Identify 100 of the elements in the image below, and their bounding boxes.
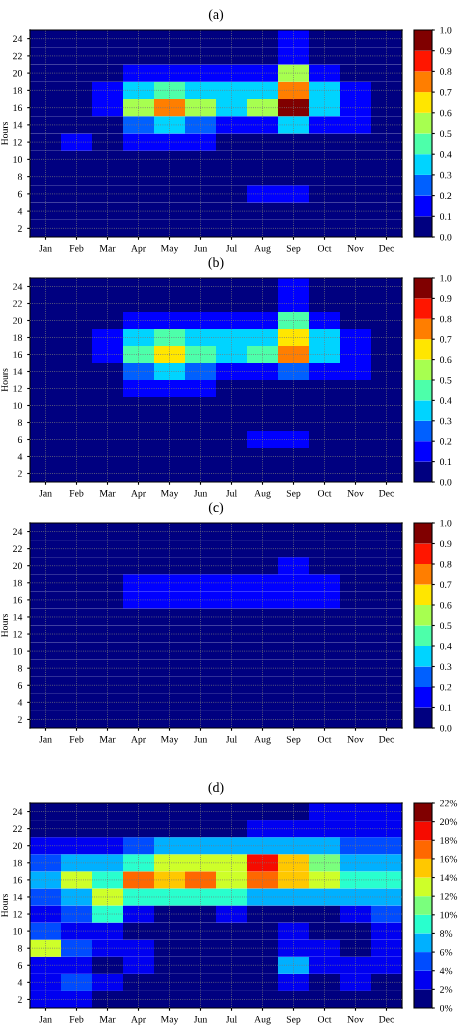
y-tick-label: 18: [13, 87, 22, 94]
color-bar-label: 4%: [439, 967, 453, 975]
x-tick-label: Mar: [99, 245, 116, 252]
x-tick-label: Dec: [378, 1016, 395, 1023]
x-tick-label: Sep: [286, 735, 301, 745]
color-bar-label: 0.2: [440, 192, 452, 200]
y-tick-label: 20: [13, 562, 22, 570]
color-bar-label: 10%: [440, 911, 458, 919]
color-bar-label: 0.5: [440, 376, 452, 384]
x-tick-label: Jul: [226, 489, 237, 497]
color-bar-label: 20%: [440, 818, 458, 826]
y-tick-label: 24: [13, 808, 23, 815]
y-axis-title: Hours: [1, 893, 8, 918]
color-bar-label: 22%: [440, 799, 458, 807]
color-bar-label: 0.1: [440, 704, 452, 712]
y-tick-label: 2: [17, 470, 22, 477]
color-bar-label: 0.3: [440, 417, 452, 425]
x-tick-label: Feb: [69, 489, 84, 497]
y-tick-label: 18: [13, 859, 22, 867]
y-tick-label: 4: [17, 699, 23, 706]
y-tick-label: 22: [13, 825, 22, 832]
color-bar-label: 6%: [440, 949, 453, 956]
chart-title: (b): [208, 257, 224, 270]
x-tick-label: Jun: [193, 245, 208, 252]
x-tick-label: Aug: [254, 489, 271, 499]
x-tick-label: Nov: [347, 245, 364, 252]
chart-title: (a): [208, 9, 224, 22]
y-tick-label: 12: [13, 385, 22, 392]
x-tick-label: Jan: [39, 1016, 52, 1023]
y-tick-label: 6: [17, 962, 23, 969]
x-tick-label: Mar: [99, 490, 116, 497]
y-tick-label: 24: [13, 283, 23, 290]
x-tick-label: Oct: [317, 735, 332, 743]
y-tick-label: 2: [17, 225, 22, 232]
y-tick-label: 2: [17, 716, 22, 723]
y-tick-label: 24: [13, 528, 23, 535]
color-bar-label: 0.4: [440, 151, 452, 158]
y-tick-label: 20: [13, 842, 22, 850]
x-tick-label: Jan: [39, 736, 52, 743]
color-bar-label: 0.9: [440, 295, 452, 302]
x-tick-label: Oct: [317, 489, 332, 497]
color-bar-label: 0.6: [440, 601, 452, 609]
x-tick-label: Apr: [131, 489, 146, 499]
color-bar-label: 0.4: [440, 642, 452, 650]
color-bar-label: 0.2: [440, 683, 452, 691]
y-tick-label: 20: [13, 317, 22, 324]
y-tick-label: 16: [13, 876, 23, 884]
x-tick-label: Mar: [99, 736, 116, 743]
x-tick-label: Mar: [99, 1016, 116, 1023]
y-tick-label: 10: [13, 402, 22, 409]
y-tick-label: 12: [13, 630, 22, 638]
y-tick-label: 6: [17, 682, 23, 689]
y-tick-label: 10: [13, 928, 22, 935]
y-tick-label: 14: [13, 368, 23, 375]
color-bar-label: 0.8: [440, 68, 452, 75]
y-axis-title: Hours: [1, 368, 8, 392]
color-bar-label: 18%: [440, 837, 458, 844]
x-tick-label: Feb: [69, 244, 84, 252]
color-bar-label: 0.9: [440, 540, 452, 548]
y-tick-label: 16: [13, 596, 23, 604]
color-bar-label: 0.0: [440, 478, 452, 486]
color-bar-label: 1.0: [440, 26, 452, 34]
color-bar-label: 0.9: [440, 47, 452, 55]
y-tick-label: 4: [17, 979, 23, 986]
color-bar-label: 8%: [440, 930, 453, 937]
x-tick-label: Feb: [69, 735, 84, 743]
color-bar-label: 0.3: [440, 171, 452, 179]
x-tick-label: Jul: [226, 244, 237, 252]
y-tick-label: 4: [17, 208, 23, 215]
y-tick-label: 14: [13, 893, 23, 901]
color-bar-label: 0.1: [440, 213, 452, 220]
y-tick-label: 22: [13, 545, 22, 552]
y-tick-label: 18: [13, 579, 22, 587]
y-tick-label: 14: [13, 613, 23, 621]
color-bar-label: 0.7: [440, 336, 452, 343]
y-tick-label: 14: [13, 121, 23, 129]
color-bar-label: 14%: [440, 874, 458, 882]
y-tick-label: 8: [17, 665, 22, 672]
y-tick-label: 6: [17, 436, 23, 443]
x-tick-label: May: [160, 244, 179, 254]
color-bar-label: 0.7: [440, 581, 452, 589]
x-tick-label: Jun: [193, 490, 208, 497]
y-axis-title: Hours: [1, 613, 8, 638]
x-tick-label: May: [160, 1015, 179, 1025]
x-tick-label: Sep: [286, 489, 301, 499]
color-bar-label: 0.7: [440, 89, 452, 96]
color-bar-label: 2%: [440, 986, 453, 993]
y-tick-label: 16: [13, 351, 23, 358]
color-bar-label: 0.8: [440, 315, 452, 323]
x-tick-label: Jul: [226, 735, 237, 743]
x-tick-label: Apr: [131, 1015, 146, 1025]
color-bar-label: 0.2: [440, 438, 452, 445]
y-tick-label: 22: [13, 52, 22, 60]
x-tick-label: Sep: [286, 1015, 301, 1025]
x-tick-label: Apr: [131, 244, 146, 254]
color-bar-label: 1.0: [440, 274, 452, 282]
color-bar-label: 1.0: [440, 519, 452, 527]
y-tick-label: 10: [13, 648, 22, 655]
x-tick-label: May: [160, 489, 179, 499]
y-tick-label: 12: [13, 910, 22, 918]
